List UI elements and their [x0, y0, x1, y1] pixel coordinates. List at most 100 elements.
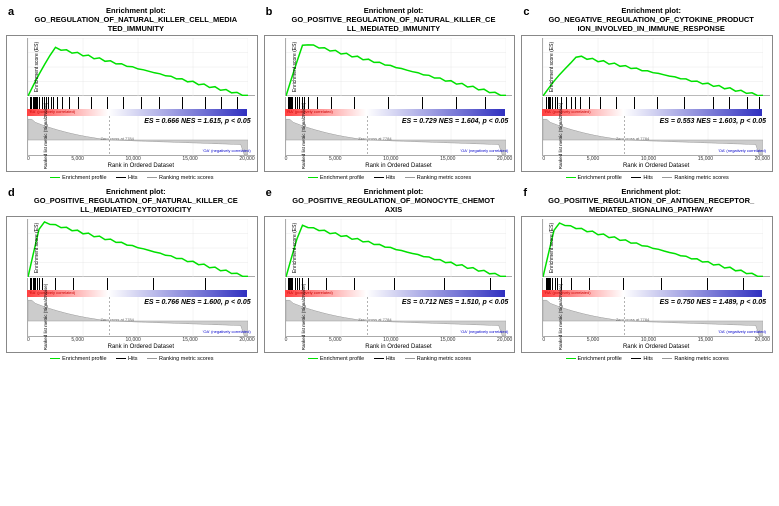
- legend: Enrichment profile Hits Ranking metric s…: [262, 354, 518, 364]
- title-line-2: GO_POSITIVE_REGULATION_OF_NATURAL_KILLER…: [18, 196, 254, 205]
- panel-title: Enrichment plot: GO_REGULATION_OF_NATURA…: [4, 4, 260, 35]
- panel-letter: d: [8, 187, 15, 199]
- es-ylabel: Enrichment score (ES): [549, 222, 555, 272]
- zero-cross-label: Zero cross at 7784: [358, 136, 391, 141]
- es-ylabel: Enrichment score (ES): [34, 222, 40, 272]
- metric-chart: Ranked list metric (Signal2Noise) ES = 0…: [285, 297, 513, 337]
- legend: Enrichment profile Hits Ranking metric s…: [519, 173, 775, 183]
- legend-hits: Hits: [116, 356, 137, 362]
- legend: Enrichment profile Hits Ranking metric s…: [4, 173, 260, 183]
- plot-area: Enrichment score (ES): [6, 35, 258, 172]
- legend: Enrichment profile Hits Ranking metric s…: [4, 354, 260, 364]
- hit-bar: [285, 97, 513, 109]
- title-line-2: GO_POSITIVE_REGULATION_OF_MONOCYTE_CHEMO…: [276, 196, 512, 205]
- legend-profile: Enrichment profile: [308, 356, 364, 362]
- pos-corr-label: 'RA' (positively correlated): [287, 290, 333, 295]
- hit-bar: [542, 278, 770, 290]
- legend: Enrichment profile Hits Ranking metric s…: [262, 173, 518, 183]
- title-line-3: MEDIATED_SIGNALING_PATHWAY: [533, 205, 769, 214]
- metric-ylabel: Ranked list metric (Signal2Noise): [558, 283, 563, 350]
- zero-cross-label: Zero cross at 7784: [101, 136, 134, 141]
- legend-metric: Ranking metric scores: [405, 356, 471, 362]
- metric-ylabel: Ranked list metric (Signal2Noise): [43, 102, 48, 169]
- enrichment-panel-b: b Enrichment plot: GO_POSITIVE_REGULATIO…: [262, 4, 518, 183]
- title-prefix: Enrichment plot:: [533, 187, 769, 196]
- neg-corr-label: 'OA' (negatively correlated): [460, 329, 508, 334]
- xlabel: Rank in Ordered Dataset: [542, 343, 770, 350]
- zero-cross-label: Zero cross at 7784: [616, 136, 649, 141]
- plot-area: Enrichment score (ES): [6, 216, 258, 353]
- enrichment-panel-f: f Enrichment plot: GO_POSITIVE_REGULATIO…: [519, 185, 775, 364]
- es-chart: Enrichment score (ES): [285, 219, 513, 277]
- pos-corr-label: 'RA' (positively correlated): [287, 109, 333, 114]
- es-chart: Enrichment score (ES): [27, 219, 255, 277]
- neg-corr-label: 'OA' (negatively correlated): [718, 148, 766, 153]
- legend-profile: Enrichment profile: [566, 356, 622, 362]
- legend-hits: Hits: [116, 175, 137, 181]
- title-prefix: Enrichment plot:: [276, 6, 512, 15]
- stats-text: ES = 0.750 NES = 1.489, p < 0.05: [660, 299, 766, 306]
- pos-corr-label: 'RA' (positively correlated): [544, 290, 590, 295]
- legend-hits: Hits: [374, 175, 395, 181]
- legend-hits: Hits: [374, 356, 395, 362]
- neg-corr-label: 'OA' (negatively correlated): [203, 329, 251, 334]
- legend-hits: Hits: [631, 356, 652, 362]
- gradient-bar: 'RA' (positively correlated): [27, 290, 255, 297]
- enrichment-panel-d: d Enrichment plot: GO_POSITIVE_REGULATIO…: [4, 185, 260, 364]
- gradient-bar: 'RA' (positively correlated): [285, 290, 513, 297]
- title-line-2: GO_POSITIVE_REGULATION_OF_NATURAL_KILLER…: [276, 15, 512, 24]
- panel-title: Enrichment plot: GO_POSITIVE_REGULATION_…: [262, 4, 518, 35]
- gradient-bar: 'RA' (positively correlated): [542, 109, 770, 116]
- metric-ylabel: Ranked list metric (Signal2Noise): [558, 102, 563, 169]
- es-chart: Enrichment score (ES): [27, 38, 255, 96]
- metric-chart: Ranked list metric (Signal2Noise) ES = 0…: [542, 116, 770, 156]
- legend: Enrichment profile Hits Ranking metric s…: [519, 354, 775, 364]
- legend-profile: Enrichment profile: [50, 175, 106, 181]
- title-line-3: LL_MEDIATED_CYTOTOXICITY: [18, 205, 254, 214]
- title-line-2: GO_POSITIVE_REGULATION_OF_ANTIGEN_RECEPT…: [533, 196, 769, 205]
- es-ylabel: Enrichment score (ES): [549, 41, 555, 91]
- stats-text: ES = 0.553 NES = 1.603, p < 0.05: [660, 118, 766, 125]
- zero-cross-label: Zero cross at 7784: [358, 317, 391, 322]
- zero-cross-label: Zero cross at 7784: [616, 317, 649, 322]
- hit-bar: [27, 278, 255, 290]
- zero-cross-label: Zero cross at 7784: [101, 317, 134, 322]
- xlabel: Rank in Ordered Dataset: [27, 343, 255, 350]
- es-chart: Enrichment score (ES): [542, 219, 770, 277]
- neg-corr-label: 'OA' (negatively correlated): [460, 148, 508, 153]
- es-ylabel: Enrichment score (ES): [292, 222, 298, 272]
- stats-text: ES = 0.766 NES = 1.600, p < 0.05: [144, 299, 250, 306]
- panel-letter: a: [8, 6, 14, 18]
- title-line-2: GO_REGULATION_OF_NATURAL_KILLER_CELL_MED…: [18, 15, 254, 24]
- title-prefix: Enrichment plot:: [276, 187, 512, 196]
- panel-letter: c: [523, 6, 529, 18]
- title-line-2: GO_NEGATIVE_REGULATION_OF_CYTOKINE_PRODU…: [533, 15, 769, 24]
- metric-ylabel: Ranked list metric (Signal2Noise): [300, 283, 305, 350]
- legend-hits: Hits: [631, 175, 652, 181]
- plot-area: Enrichment score (ES): [264, 216, 516, 353]
- legend-profile: Enrichment profile: [566, 175, 622, 181]
- stats-text: ES = 0.729 NES = 1.604, p < 0.05: [402, 118, 508, 125]
- metric-ylabel: Ranked list metric (Signal2Noise): [300, 102, 305, 169]
- plot-area: Enrichment score (ES): [264, 35, 516, 172]
- gradient-bar: 'RA' (positively correlated): [542, 290, 770, 297]
- enrichment-panel-c: c Enrichment plot: GO_NEGATIVE_REGULATIO…: [519, 4, 775, 183]
- stats-text: ES = 0.666 NES = 1.615, p < 0.05: [144, 118, 250, 125]
- hit-bar: [27, 97, 255, 109]
- gradient-bar: 'RA' (positively correlated): [27, 109, 255, 116]
- panel-title: Enrichment plot: GO_POSITIVE_REGULATION_…: [4, 185, 260, 216]
- legend-metric: Ranking metric scores: [662, 175, 728, 181]
- xlabel: Rank in Ordered Dataset: [285, 162, 513, 169]
- enrichment-panel-a: a Enrichment plot: GO_REGULATION_OF_NATU…: [4, 4, 260, 183]
- panel-letter: e: [266, 187, 272, 199]
- metric-chart: Ranked list metric (Signal2Noise) ES = 0…: [285, 116, 513, 156]
- title-prefix: Enrichment plot:: [533, 6, 769, 15]
- neg-corr-label: 'OA' (negatively correlated): [203, 148, 251, 153]
- xlabel: Rank in Ordered Dataset: [542, 162, 770, 169]
- title-line-3: TED_IMMUNITY: [18, 24, 254, 33]
- panel-letter: b: [266, 6, 273, 18]
- pos-corr-label: 'RA' (positively correlated): [29, 109, 75, 114]
- panel-title: Enrichment plot: GO_POSITIVE_REGULATION_…: [262, 185, 518, 216]
- metric-chart: Ranked list metric (Signal2Noise) ES = 0…: [542, 297, 770, 337]
- title-line-3: ION_INVOLVED_IN_IMMUNE_RESPONSE: [533, 24, 769, 33]
